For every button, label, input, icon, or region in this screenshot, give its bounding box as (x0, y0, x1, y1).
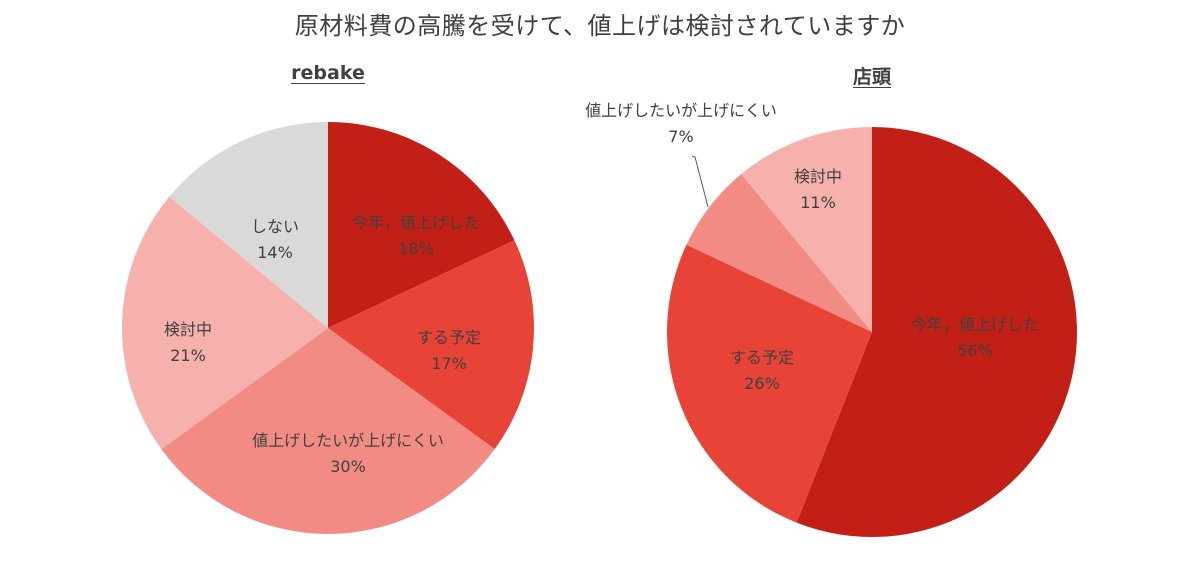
slice-label: しない (251, 217, 299, 236)
pie-slice (328, 240, 535, 450)
slice-percent: 14% (257, 243, 293, 262)
slice-label: 検討中 (794, 167, 842, 186)
pie-title-store: 店頭 (852, 66, 892, 88)
slice-percent: 21% (170, 346, 206, 365)
slice-label: 今年，値上げした (911, 315, 1039, 334)
slice-label: 値上げしたいが上げにくい (585, 101, 777, 120)
slice-percent: 11% (800, 193, 836, 212)
pie-rebake: 今年，値上げした 18% する予定 17% 値上げしたいが上げにくい 30% 検討中 21% し… (121, 122, 535, 535)
slice-label: する予定 (417, 328, 481, 347)
slice-label: する予定 (730, 348, 794, 367)
pie-slice (121, 196, 328, 450)
pie-slice (169, 122, 328, 328)
slice-percent: 17% (431, 354, 467, 373)
slice-label: 今年，値上げした (352, 213, 480, 232)
chart-title: 原材料費の高騰を受けて、値上げは検討されていますか (294, 12, 906, 40)
slice-label: 値上げしたいが上げにくい (252, 431, 444, 450)
slice-percent: 30% (330, 457, 366, 476)
slice-label: 検討中 (164, 320, 212, 339)
pie-slice (741, 127, 872, 332)
pie-title-rebake: rebake (291, 62, 365, 84)
pie-slice (666, 244, 872, 523)
leader-line (691, 155, 709, 208)
pie-slice (328, 122, 515, 328)
slice-percent: 7% (668, 127, 693, 146)
pie-slice (796, 127, 1077, 537)
slice-percent: 56% (957, 341, 993, 360)
slice-percent: 26% (744, 374, 780, 393)
pie-store: 今年，値上げした 56% する予定 26% 値上げしたいが上げにくい 7% 検討中 11% (585, 101, 1077, 537)
pie-slice (161, 328, 495, 535)
slice-percent: 18% (398, 239, 434, 258)
pie-slice (686, 174, 872, 332)
